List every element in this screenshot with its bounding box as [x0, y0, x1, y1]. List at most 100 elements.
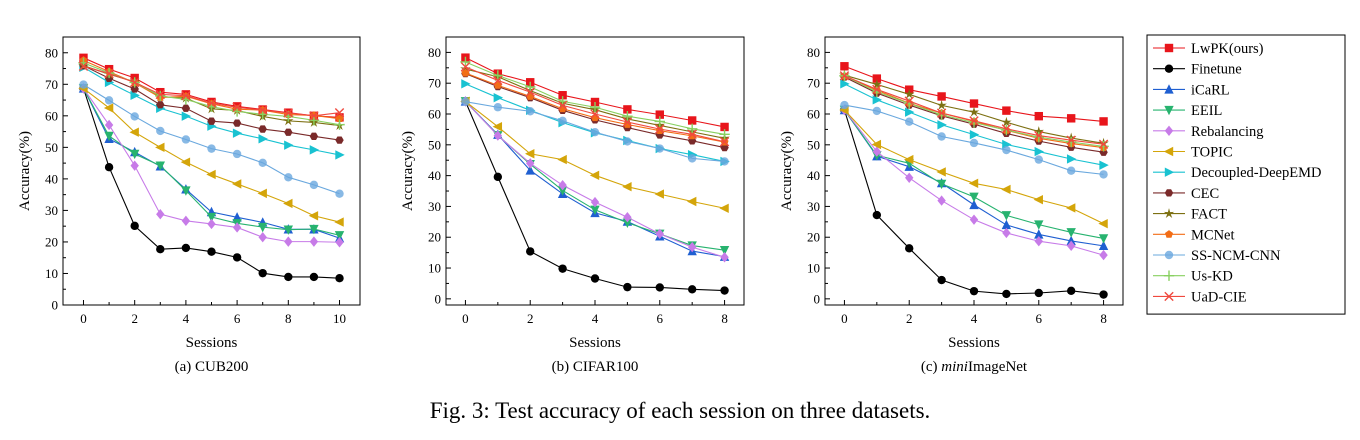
data-point [1002, 227, 1011, 239]
data-point [1001, 116, 1012, 127]
data-point [492, 121, 503, 132]
legend-label: Rebalancing [1191, 124, 1263, 140]
data-point [687, 116, 697, 125]
data-point [904, 154, 914, 165]
y-axis-label: Accuracy(%) [779, 131, 795, 211]
data-point [258, 158, 267, 168]
data-point [719, 245, 730, 256]
x-tick-label: 2 [906, 311, 913, 326]
data-point [1002, 289, 1011, 299]
data-point [104, 163, 114, 172]
data-point [493, 172, 503, 182]
data-point [258, 125, 267, 133]
data-point [129, 127, 139, 137]
panel-subtitle: (a) CUB200 [175, 359, 249, 375]
x-tick-label: 0 [80, 311, 87, 326]
data-point [720, 157, 729, 166]
data-point [181, 215, 191, 227]
chart-panel-2: 0 10 20 30 40 50 60 70 80 0 2 4 6 8 Sessions Accuracy(%… [400, 36, 745, 375]
data-point [1098, 240, 1109, 251]
data-point [969, 129, 980, 140]
data-point [720, 286, 729, 295]
data-point [334, 217, 344, 227]
y-tick-label: 10 [45, 266, 58, 281]
data-point [655, 283, 664, 292]
data-point [460, 56, 471, 68]
data-point [181, 104, 191, 112]
data-point [558, 179, 567, 191]
data-point [181, 243, 191, 253]
y-tick-label: 10 [807, 261, 820, 276]
data-point [903, 88, 915, 99]
data-point [130, 160, 139, 171]
data-point [258, 232, 267, 243]
data-point [79, 80, 88, 89]
data-point [130, 85, 139, 93]
data-point [1066, 114, 1076, 123]
y-tick-label: 80 [807, 45, 820, 60]
data-point [335, 274, 344, 283]
legend-entry: Rebalancing [1153, 124, 1263, 140]
data-point [1034, 155, 1043, 164]
data-point [155, 161, 165, 171]
data-point [283, 198, 293, 209]
data-point [557, 154, 567, 165]
data-point [309, 180, 319, 190]
data-point [872, 146, 882, 157]
data-point [654, 189, 664, 199]
figure-caption: Fig. 3: Test accuracy of each session on… [429, 398, 931, 423]
data-point [872, 84, 882, 95]
data-point [232, 253, 242, 262]
data-point [461, 68, 470, 77]
data-point [206, 169, 216, 180]
data-point [687, 154, 697, 163]
x-tick-label: 8 [721, 311, 728, 326]
data-point [155, 89, 165, 100]
y-tick-label: 40 [807, 168, 820, 183]
data-point [1034, 111, 1043, 121]
y-tick-label: 60 [807, 107, 820, 122]
x-axis-label: Sessions [186, 335, 238, 351]
data-point [155, 142, 165, 153]
data-point [937, 275, 946, 285]
data-point [103, 103, 114, 113]
y-tick-label: 20 [45, 234, 58, 249]
data-point [557, 186, 568, 196]
data-point [969, 214, 979, 225]
x-tick-label: 10 [333, 311, 346, 326]
legend-entry: FACT [1153, 207, 1227, 223]
y-tick-label: 50 [428, 137, 441, 152]
data-point [335, 150, 345, 160]
data-point [1034, 146, 1044, 157]
data-point [1033, 126, 1045, 137]
data-point [871, 86, 883, 98]
data-point [1066, 286, 1076, 296]
data-point [1001, 211, 1012, 221]
data-point [969, 199, 979, 210]
x-tick-label: 6 [657, 311, 664, 326]
series-decoupled-deepemd [840, 79, 1109, 170]
data-point [655, 124, 665, 134]
legend-marker [1163, 270, 1175, 281]
data-point [257, 188, 267, 199]
legend-marker [1164, 167, 1175, 177]
data-point [309, 272, 319, 282]
legend-marker [1164, 250, 1174, 260]
data-point [623, 282, 632, 292]
legend-entry: LwPK(ours) [1153, 41, 1264, 57]
data-point [155, 90, 166, 102]
legend-label: SS-NCM-CNN [1191, 248, 1281, 264]
data-point [283, 225, 294, 235]
data-point [623, 105, 632, 114]
data-point [1066, 228, 1076, 238]
data-point [905, 117, 914, 126]
legend-marker [1164, 105, 1174, 116]
data-point [461, 79, 471, 89]
data-point [129, 77, 140, 88]
legend-label: Finetune [1191, 62, 1242, 78]
y-tick-label: 60 [45, 108, 58, 123]
data-point [283, 108, 294, 118]
data-point [207, 247, 216, 256]
data-point [905, 244, 914, 253]
